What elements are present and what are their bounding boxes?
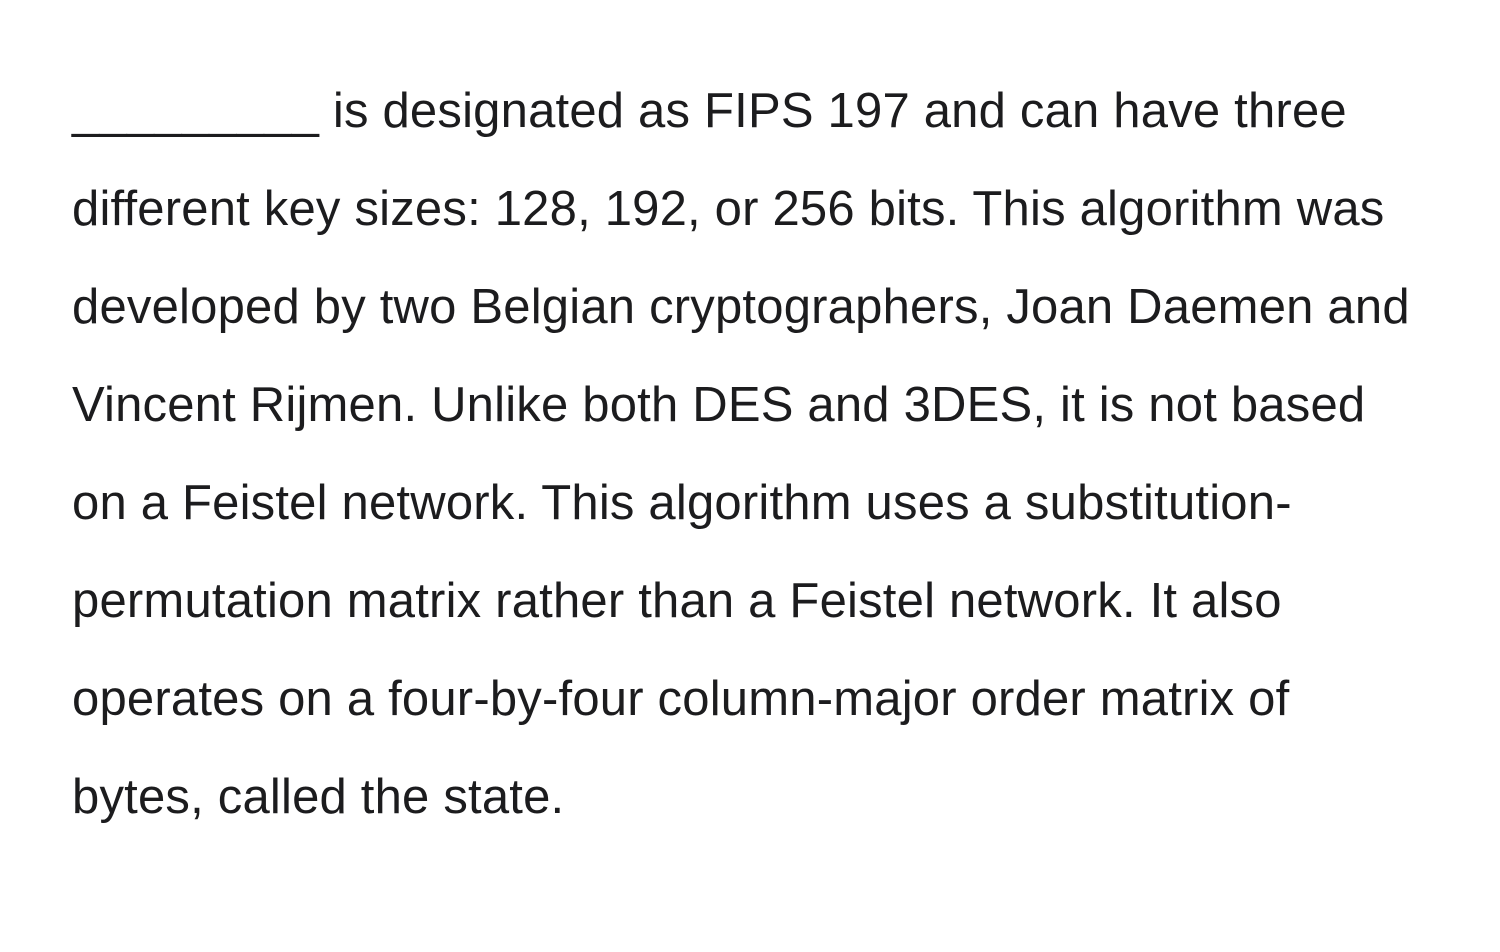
question-text: _________ is designated as FIPS 197 and … [72,62,1428,846]
page-container: _________ is designated as FIPS 197 and … [0,0,1500,846]
